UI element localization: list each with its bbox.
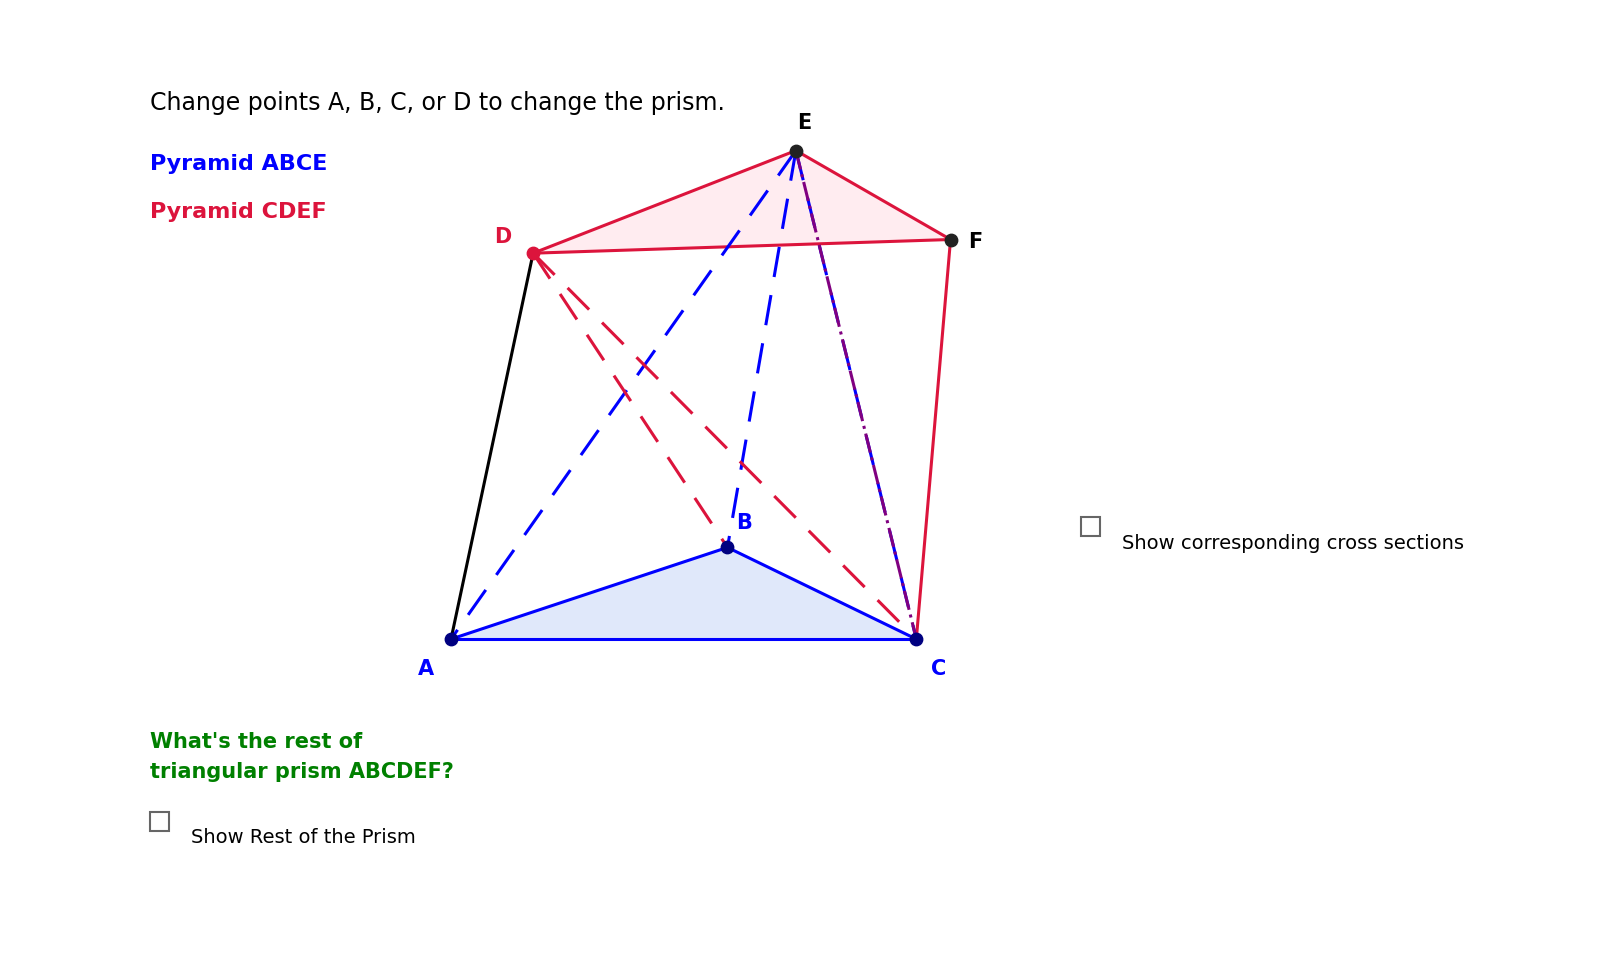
Text: Show Rest of the Prism: Show Rest of the Prism (190, 828, 416, 847)
Text: F: F (968, 232, 982, 252)
Text: Show corresponding cross sections: Show corresponding cross sections (1122, 534, 1464, 553)
Bar (1080, 517, 1099, 536)
Point (438, 631, 464, 647)
Text: Change points A, B, C, or D to change the prism.: Change points A, B, C, or D to change th… (150, 91, 725, 115)
Point (904, 631, 930, 647)
Text: What's the rest of
triangular prism ABCDEF?: What's the rest of triangular prism ABCD… (150, 732, 454, 782)
Polygon shape (451, 547, 917, 639)
Text: C: C (931, 659, 946, 679)
Polygon shape (533, 150, 950, 253)
Text: Pyramid CDEF: Pyramid CDEF (150, 202, 326, 222)
Point (715, 539, 741, 555)
Point (938, 232, 963, 247)
Text: D: D (494, 227, 512, 247)
Text: A: A (418, 659, 435, 679)
Bar (150, 811, 170, 831)
Text: B: B (736, 513, 752, 533)
Text: Pyramid ABCE: Pyramid ABCE (150, 154, 328, 174)
Text: E: E (797, 113, 811, 133)
Point (782, 143, 808, 158)
Point (520, 245, 546, 261)
